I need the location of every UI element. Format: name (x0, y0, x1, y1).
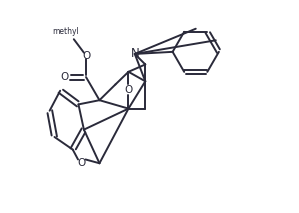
Text: O: O (124, 85, 132, 95)
Text: O: O (82, 51, 90, 61)
Text: methyl: methyl (52, 27, 79, 36)
Text: N: N (130, 47, 139, 60)
Text: O: O (78, 158, 86, 168)
Text: O: O (61, 72, 69, 82)
